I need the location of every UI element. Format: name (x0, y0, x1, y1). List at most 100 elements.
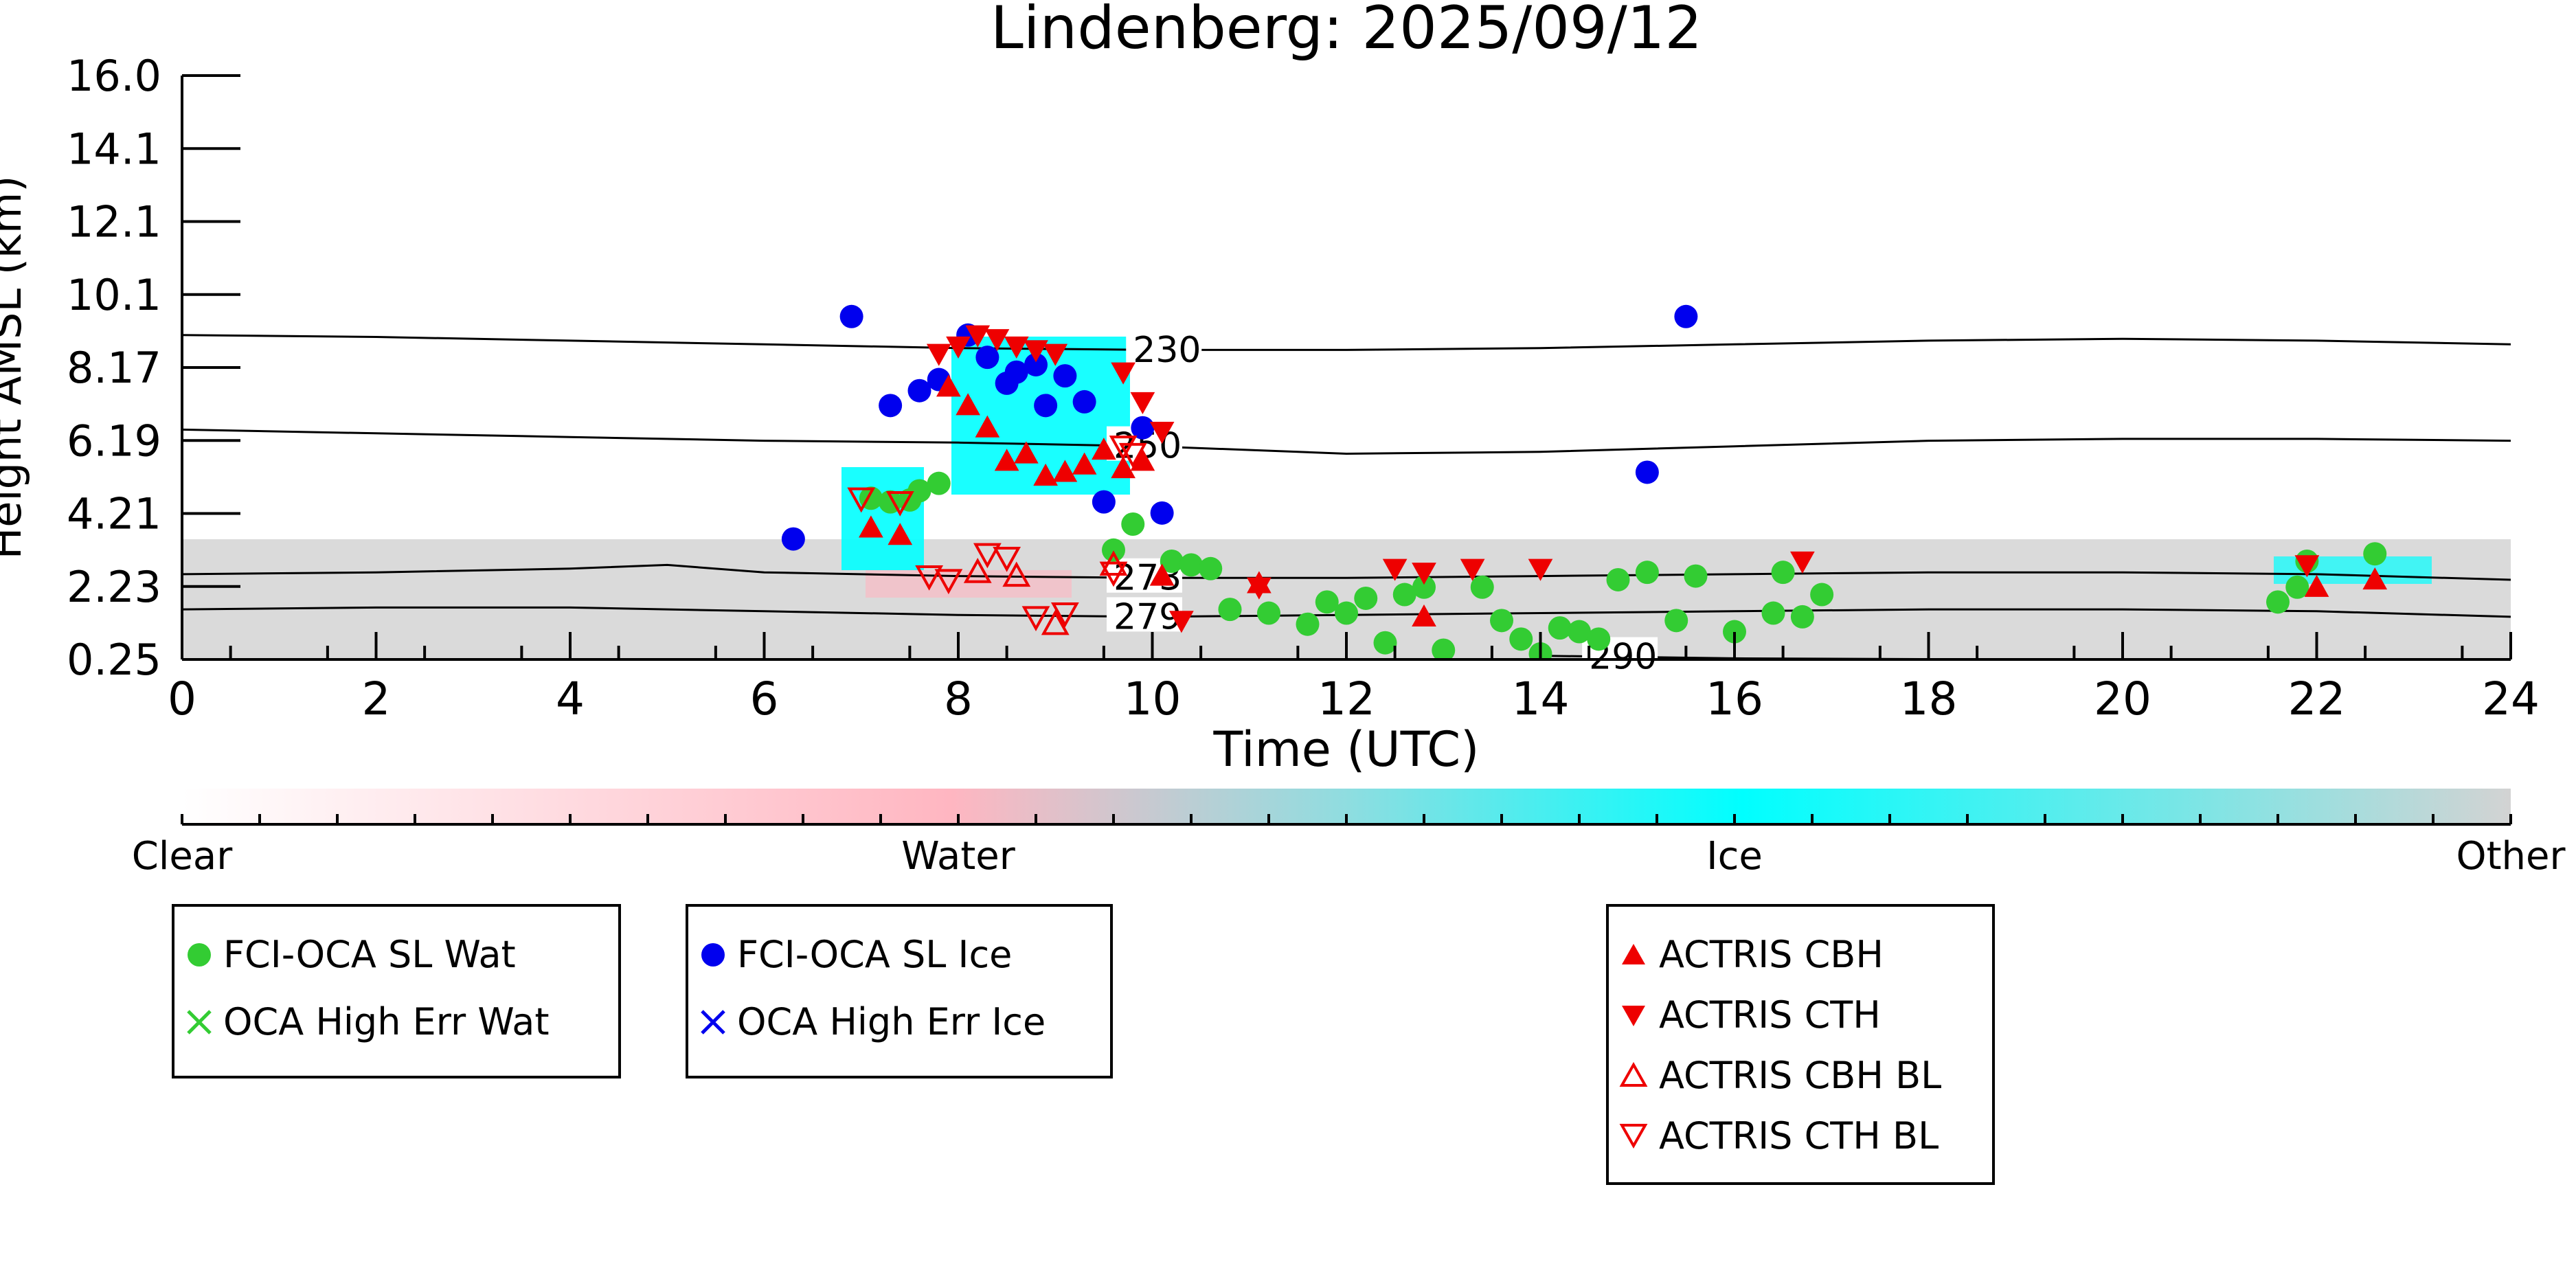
data-point (1130, 392, 1155, 414)
data-point (1392, 583, 1416, 607)
contour-label-backing (1107, 597, 1182, 632)
x-tick-label: 8 (944, 673, 973, 725)
data-point (1004, 360, 1028, 384)
data-point (927, 471, 951, 495)
data-point (1761, 601, 1785, 625)
data-point (1053, 364, 1077, 388)
legend-water: FCI-OCA SL Wat OCA High Err Wat (172, 904, 621, 1078)
contour-label: 230 (1133, 330, 1201, 371)
data-point (781, 527, 805, 551)
chart-title: Lindenberg: 2025/09/12 (991, 0, 1702, 63)
y-tick-label: 6.19 (67, 416, 161, 466)
data-point (1041, 609, 1070, 635)
data-point (1179, 553, 1203, 577)
legend-ice: FCI-OCA SL Ice OCA High Err Ice (686, 904, 1113, 1078)
legend-triangle-up-icon (1622, 944, 1645, 964)
data-point (1043, 343, 1068, 366)
x-tick-label: 22 (2288, 673, 2346, 725)
series-actris-cth (926, 325, 2320, 633)
x-tick-label: 2 (362, 673, 391, 725)
data-point (926, 343, 951, 366)
y-tick-label: 16.0 (67, 51, 161, 101)
legend-entry-actris-cbh: ACTRIS CBH (1622, 933, 1884, 976)
contour-line (182, 334, 2511, 351)
colorbar-label: Ice (1706, 834, 1763, 879)
legend-actris: ACTRIS CBH ACTRIS CTH ACTRIS CBH BL ACTR… (1606, 904, 1995, 1185)
x-tick-label: 10 (1124, 673, 1182, 725)
data-point (934, 569, 963, 595)
data-point (1432, 638, 1456, 659)
legend-triangle-down-icon (1622, 1006, 1645, 1026)
data-point (1121, 512, 1145, 536)
colorbar-labels: Clear Water Ice Other (132, 834, 2566, 879)
data-point (1024, 352, 1048, 376)
y-tick-label: 4.21 (67, 489, 161, 539)
legend-entry-oca-high-err-ice: OCA High Err Ice (701, 1000, 1046, 1043)
data-point (1002, 561, 1031, 587)
data-point (1102, 538, 1125, 562)
data-point (1335, 601, 1358, 625)
data-point (1587, 627, 1611, 651)
data-point (1315, 590, 1339, 614)
contour-line (182, 428, 2511, 455)
y-tick-label: 14.1 (67, 124, 161, 174)
colorbar: Clear Water Ice Other (132, 789, 2566, 879)
y-tick-label: 2.23 (67, 562, 161, 612)
data-point (1131, 416, 1155, 440)
colorbar-label: Clear (132, 834, 233, 879)
data-point (1470, 575, 1494, 599)
data-point (1548, 616, 1572, 640)
data-point (1635, 460, 1659, 484)
data-point (1412, 604, 1436, 627)
data-point (946, 336, 971, 359)
legend-entry-fci-oca-sl-wat: FCI-OCA SL Wat (188, 933, 516, 976)
data-point (885, 491, 914, 517)
y-tick-label: 8.17 (67, 343, 161, 393)
x-tick-label: 0 (168, 673, 196, 725)
data-point (1160, 549, 1184, 573)
legend-triangle-up-open-icon (1619, 1061, 1648, 1087)
data-point (984, 329, 1010, 352)
x-tick-label: 6 (750, 673, 779, 725)
data-point (1109, 436, 1138, 461)
legend-label: OCA High Err Ice (737, 1000, 1046, 1043)
data-point (1149, 421, 1175, 444)
x-tick-label: 20 (2094, 673, 2151, 725)
data-point (1674, 304, 1698, 328)
legend-triangle-down-open-icon (1619, 1124, 1648, 1149)
data-point (1810, 583, 1834, 607)
legend-label: ACTRIS CBH (1659, 933, 1884, 976)
data-point (1092, 490, 1116, 514)
data-point (1111, 456, 1136, 479)
data-point (1169, 611, 1194, 633)
legend-entry-actris-cth: ACTRIS CTH (1622, 993, 1881, 1037)
data-point (993, 546, 1021, 572)
series-fci-oca-sl-ice (781, 304, 1698, 551)
data-point (1149, 563, 1175, 586)
data-point (1247, 577, 1272, 600)
data-point (1150, 501, 1174, 525)
data-point (1790, 551, 1815, 574)
data-point (1199, 556, 1223, 580)
data-point (1509, 627, 1533, 651)
legend-circle-icon (701, 943, 725, 967)
data-point (1004, 336, 1029, 359)
data-point (1050, 602, 1079, 628)
data-point (1460, 558, 1485, 581)
data-point (1635, 561, 1659, 585)
data-point (973, 543, 1002, 569)
x-tick-label: 24 (2482, 673, 2540, 725)
series-actris-cth-bl (847, 436, 1147, 632)
data-point (907, 479, 931, 503)
data-point (1412, 563, 1436, 585)
data-point (936, 374, 961, 397)
legend-label: ACTRIS CBH BL (1659, 1054, 1941, 1097)
data-point (1118, 442, 1147, 468)
data-point (1373, 631, 1397, 655)
data-point (879, 394, 903, 418)
data-point (839, 304, 863, 328)
y-axis-ticks: 0.25 2.23 4.21 6.19 8.17 10.1 12.1 14.1 16.0 (67, 51, 240, 685)
legend-entry-actris-cbh-bl: ACTRIS CBH BL (1619, 1054, 1941, 1097)
data-point (1684, 564, 1708, 588)
data-point (1024, 340, 1048, 363)
